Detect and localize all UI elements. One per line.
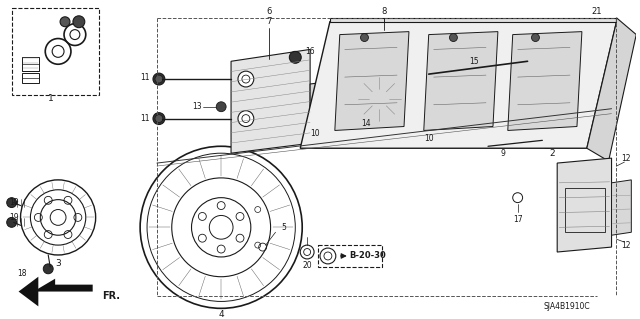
Text: 15: 15: [469, 57, 479, 66]
Text: 17: 17: [513, 215, 522, 224]
Polygon shape: [231, 49, 310, 153]
Text: 1: 1: [48, 94, 54, 103]
Text: 11: 11: [141, 114, 150, 123]
Circle shape: [289, 51, 301, 63]
Circle shape: [73, 16, 84, 28]
Bar: [565, 188, 605, 232]
Circle shape: [515, 54, 531, 70]
Text: 12: 12: [621, 241, 631, 249]
Polygon shape: [310, 69, 429, 143]
Polygon shape: [612, 180, 631, 235]
Polygon shape: [33, 279, 93, 292]
Text: 14: 14: [362, 119, 371, 128]
Text: 16: 16: [305, 47, 315, 56]
Text: 10: 10: [424, 134, 433, 143]
Circle shape: [238, 71, 254, 87]
Polygon shape: [424, 32, 498, 130]
Polygon shape: [19, 277, 38, 306]
Circle shape: [216, 102, 226, 112]
Text: 20: 20: [302, 261, 312, 271]
Circle shape: [155, 75, 163, 83]
Bar: [22, 73, 39, 83]
Bar: [318, 245, 382, 267]
Text: 21: 21: [591, 7, 602, 16]
Text: 2: 2: [549, 149, 555, 158]
Polygon shape: [557, 158, 612, 252]
Text: 9: 9: [500, 149, 505, 158]
Circle shape: [60, 17, 70, 27]
Bar: [12, 8, 99, 95]
Text: FR.: FR.: [102, 291, 120, 300]
Text: SJA4B1910C: SJA4B1910C: [544, 302, 590, 311]
Circle shape: [531, 33, 540, 41]
Text: 19: 19: [9, 213, 19, 222]
Polygon shape: [587, 18, 636, 161]
Circle shape: [360, 33, 369, 41]
Circle shape: [449, 33, 458, 41]
Circle shape: [238, 111, 254, 127]
Polygon shape: [508, 32, 582, 130]
Text: 4: 4: [218, 310, 224, 319]
Circle shape: [6, 198, 17, 208]
Text: 12: 12: [621, 154, 631, 163]
Circle shape: [44, 264, 53, 274]
Circle shape: [153, 73, 165, 85]
Circle shape: [153, 113, 165, 124]
Bar: [22, 57, 39, 71]
Text: 7: 7: [266, 17, 271, 26]
Text: 5: 5: [281, 223, 286, 232]
Text: 18: 18: [17, 269, 26, 278]
Text: 10: 10: [310, 129, 320, 138]
Polygon shape: [335, 32, 409, 130]
Circle shape: [155, 115, 163, 122]
Text: B-20-30: B-20-30: [349, 251, 386, 261]
Text: 8: 8: [381, 7, 387, 16]
Circle shape: [351, 71, 407, 127]
Polygon shape: [330, 18, 616, 22]
Polygon shape: [300, 22, 616, 148]
Text: 11: 11: [141, 73, 150, 82]
Text: 19: 19: [9, 198, 19, 207]
Circle shape: [6, 218, 17, 227]
Text: 6: 6: [266, 7, 271, 16]
Text: 3: 3: [55, 259, 61, 268]
Text: 13: 13: [192, 102, 202, 111]
